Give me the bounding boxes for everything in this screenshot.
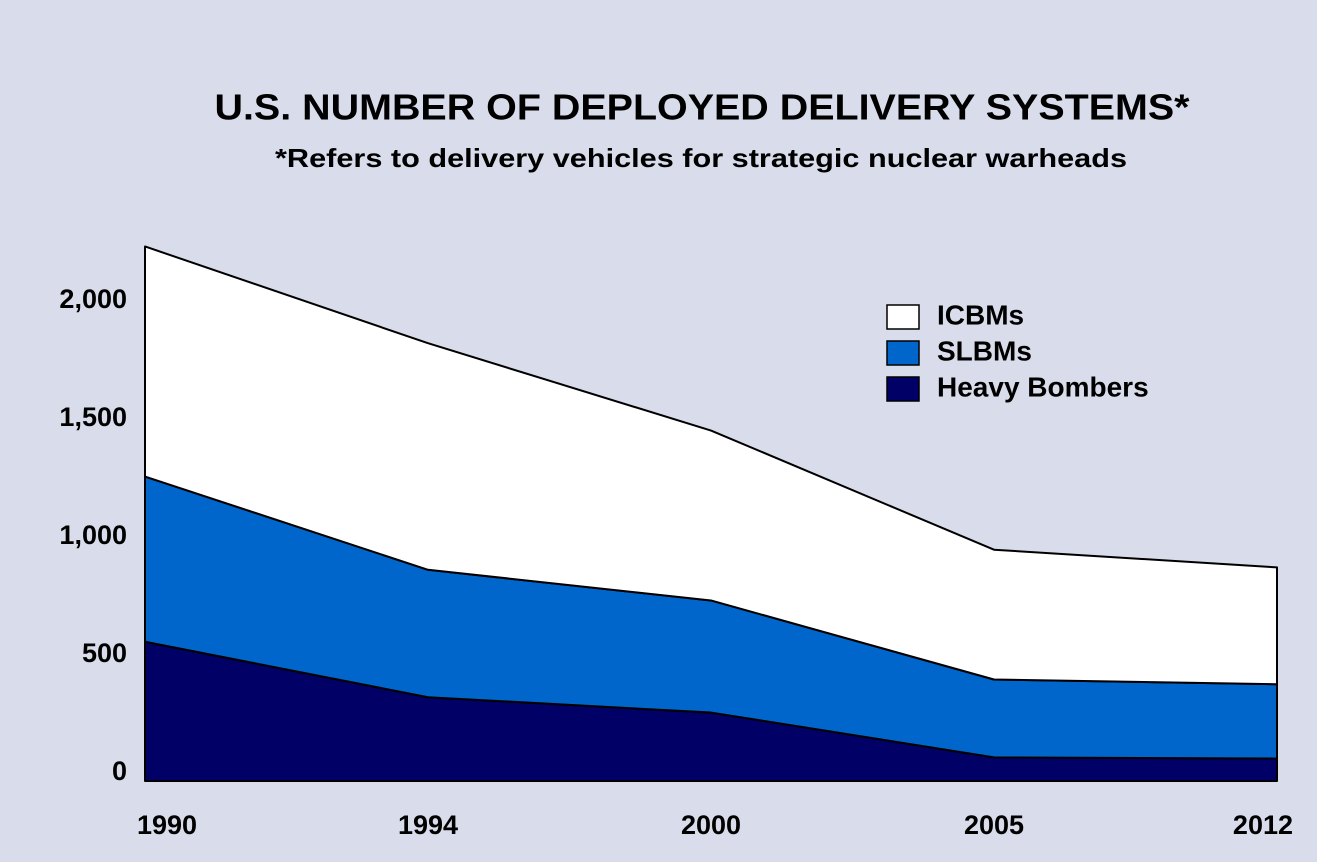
legend-label: SLBMs — [937, 335, 1032, 366]
y-tick-label: 1,000 — [59, 520, 127, 550]
legend-swatch — [886, 304, 920, 330]
y-tick-label: 1,500 — [59, 402, 127, 432]
area — [144, 245, 1278, 686]
x-tick-label: 1990 — [137, 810, 197, 840]
legend-swatch — [886, 340, 920, 366]
x-tick-label: 1994 — [398, 810, 458, 840]
y-tick-label: 0 — [112, 756, 127, 786]
x-tick-label: 2012 — [1233, 810, 1293, 840]
chart-subtitle: *Refers to delivery vehicles for strateg… — [275, 143, 1127, 173]
legend-label: Heavy Bombers — [937, 371, 1149, 402]
legend-label: ICBMs — [937, 299, 1024, 330]
legend-swatch — [886, 376, 920, 402]
x-tick-label: 2000 — [681, 810, 741, 840]
x-tick-label: 2005 — [964, 810, 1024, 840]
y-tick-label: 2,000 — [59, 284, 127, 314]
y-tick-label: 500 — [82, 638, 127, 668]
chart-title: U.S. NUMBER OF DEPLOYED DELIVERY SYSTEMS… — [215, 87, 1190, 128]
